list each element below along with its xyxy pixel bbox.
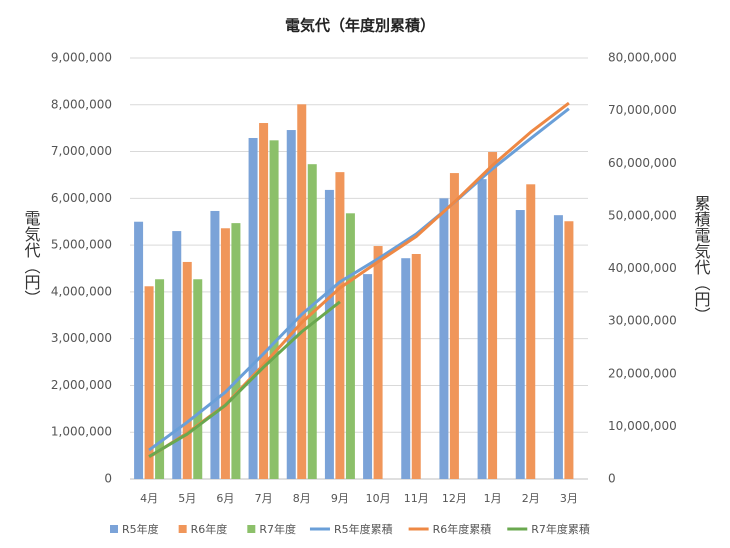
y2-tick-label: 30,000,000 xyxy=(608,314,677,328)
y2-tick-label: 10,000,000 xyxy=(608,419,677,433)
x-tick-label: 11月 xyxy=(404,492,429,505)
bar xyxy=(144,286,154,479)
legend-label: R7年度累積 xyxy=(531,522,590,536)
y2-tick-label: 50,000,000 xyxy=(608,208,677,222)
bar xyxy=(335,172,345,480)
x-tick-label: 6月 xyxy=(216,492,234,505)
legend-label: R6年度累積 xyxy=(433,522,492,536)
bar xyxy=(269,140,279,479)
x-tick-label: 4月 xyxy=(140,492,158,505)
line-series xyxy=(148,300,341,458)
y-tick-label: 2,000,000 xyxy=(51,378,112,392)
bar xyxy=(220,228,230,479)
bar xyxy=(210,210,220,480)
chart-title: 電気代（年度別累積） xyxy=(285,17,435,35)
x-tick-label: 7月 xyxy=(255,492,273,505)
bar xyxy=(193,279,203,479)
y-tick-label: 4,000,000 xyxy=(51,284,112,298)
y-tick-label: 3,000,000 xyxy=(51,331,112,345)
bar xyxy=(248,137,258,480)
y-tick-label: 1,000,000 xyxy=(51,425,112,439)
legend-label: R7年度 xyxy=(259,522,296,536)
bar xyxy=(449,173,459,479)
bar xyxy=(401,258,411,479)
legend-swatch xyxy=(110,525,118,533)
bar xyxy=(439,198,449,480)
bar xyxy=(526,184,536,480)
y-tick-label: 5,000,000 xyxy=(51,238,112,252)
y2-tick-label: 60,000,000 xyxy=(608,156,677,170)
bar xyxy=(307,164,317,480)
y-tick-label: 0 xyxy=(104,472,112,486)
y2-tick-label: 20,000,000 xyxy=(608,366,677,380)
y2-tick-label: 70,000,000 xyxy=(608,103,677,117)
x-tick-label: 9月 xyxy=(331,492,349,505)
bar xyxy=(345,213,355,479)
x-tick-label: 12月 xyxy=(442,492,467,505)
x-tick-label: 1月 xyxy=(484,492,502,505)
line-series xyxy=(148,107,570,452)
legend-swatch xyxy=(247,525,256,533)
bar xyxy=(373,246,383,479)
y-tick-label: 6,000,000 xyxy=(51,191,112,205)
bar xyxy=(155,279,165,479)
y2-tick-label: 80,000,000 xyxy=(608,51,677,65)
bar xyxy=(515,210,525,479)
x-tick-label: 5月 xyxy=(178,492,196,505)
y-tick-label: 9,000,000 xyxy=(51,51,112,65)
bar xyxy=(411,253,421,479)
bar xyxy=(363,274,373,479)
bar xyxy=(172,231,182,479)
bar xyxy=(564,221,574,479)
y-tick-label: 8,000,000 xyxy=(51,97,112,111)
legend-swatch xyxy=(178,525,187,533)
legend-label: R6年度 xyxy=(191,522,228,536)
bar xyxy=(477,179,487,479)
y2-axis-label: 累積電気代（円） xyxy=(692,195,711,323)
x-tick-label: 8月 xyxy=(293,492,311,505)
x-tick-label: 3月 xyxy=(560,492,578,505)
y-tick-label: 7,000,000 xyxy=(51,144,112,158)
bar xyxy=(324,189,334,479)
x-tick-label: 2月 xyxy=(522,492,540,505)
x-tick-label: 10月 xyxy=(366,492,391,505)
bar xyxy=(488,152,498,480)
legend-label: R5年度累積 xyxy=(334,522,393,536)
bar xyxy=(134,221,144,479)
legend-label: R5年度 xyxy=(122,522,159,536)
bar xyxy=(297,104,307,479)
bar xyxy=(182,261,192,479)
y2-tick-label: 40,000,000 xyxy=(608,261,677,275)
bar xyxy=(259,123,269,479)
bar xyxy=(286,130,296,479)
bar xyxy=(231,223,241,479)
bar xyxy=(553,215,563,479)
y2-tick-label: 0 xyxy=(608,472,616,486)
y-axis-label: 電気代（円） xyxy=(22,210,41,306)
